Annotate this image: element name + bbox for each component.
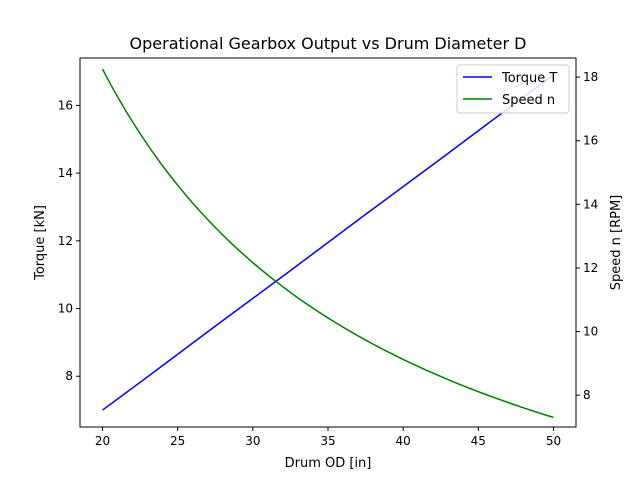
chart-title: Operational Gearbox Output vs Drum Diame… xyxy=(130,34,527,53)
x-tick-label: 25 xyxy=(170,434,185,448)
y-left-tick-label: 10 xyxy=(58,302,73,316)
y-right-tick-label: 16 xyxy=(583,134,598,148)
x-axis: 20 25 30 35 40 45 50 xyxy=(95,427,561,448)
y-axis-left-label: Torque [kN] xyxy=(33,205,48,281)
y-left-tick-label: 12 xyxy=(58,234,73,248)
y-left-tick-label: 16 xyxy=(58,98,73,112)
legend-label-speed: Speed n xyxy=(502,93,555,108)
legend: Torque T Speed n xyxy=(456,64,570,114)
y-axis-right-label: Speed n [RPM] xyxy=(609,195,624,291)
legend-label-torque: Torque T xyxy=(501,71,557,86)
y-right-tick-label: 8 xyxy=(583,388,591,402)
x-tick-label: 50 xyxy=(546,434,561,448)
y-right-tick-label: 12 xyxy=(583,261,598,275)
x-tick-label: 40 xyxy=(396,434,411,448)
y-axis-left: 8 10 12 14 16 xyxy=(58,98,80,383)
y-axis-right: 8 10 12 14 16 18 xyxy=(576,70,598,402)
y-left-tick-label: 14 xyxy=(58,166,73,180)
x-tick-label: 45 xyxy=(471,434,486,448)
x-tick-label: 20 xyxy=(95,434,110,448)
y-right-tick-label: 18 xyxy=(583,70,598,84)
x-axis-label: Drum OD [in] xyxy=(285,456,372,471)
x-tick-label: 35 xyxy=(320,434,335,448)
y-right-tick-label: 14 xyxy=(583,197,598,211)
y-right-tick-label: 10 xyxy=(583,325,598,339)
y-left-tick-label: 8 xyxy=(65,369,73,383)
x-tick-label: 30 xyxy=(245,434,260,448)
